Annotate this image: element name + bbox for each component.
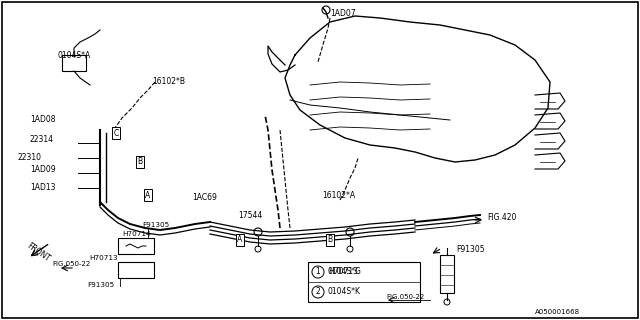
Bar (118, 238, 154, 254)
Text: 1AD09: 1AD09 (30, 165, 56, 174)
Text: A050001668: A050001668 (535, 309, 580, 315)
Text: 1AC69: 1AC69 (192, 194, 217, 203)
Text: A: A (237, 236, 243, 244)
Text: B: B (328, 236, 333, 244)
Text: 16102*A: 16102*A (322, 191, 355, 201)
Text: 17544: 17544 (238, 211, 262, 220)
Text: 1AD13: 1AD13 (30, 183, 56, 193)
Text: B: B (138, 157, 143, 166)
Text: A: A (145, 190, 150, 199)
Text: F91305: F91305 (88, 282, 115, 288)
Text: 22314: 22314 (30, 135, 54, 145)
Text: 2: 2 (316, 287, 321, 297)
Text: 22310: 22310 (18, 154, 42, 163)
Text: 0104S*A: 0104S*A (58, 51, 92, 60)
Bar (308, 262, 420, 302)
Text: H70714: H70714 (122, 231, 150, 237)
Text: 0104S*K: 0104S*K (328, 287, 361, 297)
Text: H70713: H70713 (90, 255, 118, 261)
Text: FIG.420: FIG.420 (487, 213, 516, 222)
Text: 0104S*G: 0104S*G (328, 268, 362, 276)
Text: 1AD08: 1AD08 (30, 116, 56, 124)
Text: H70713: H70713 (328, 268, 358, 276)
Text: FIG.050-22: FIG.050-22 (52, 261, 90, 267)
Bar (62, 55, 86, 71)
Text: F91305: F91305 (142, 222, 169, 228)
Bar (118, 262, 154, 278)
Text: 16102*B: 16102*B (152, 77, 185, 86)
Text: FRONT: FRONT (25, 241, 51, 263)
Text: F91305: F91305 (456, 245, 484, 254)
Bar (440, 255, 454, 293)
Text: 1: 1 (316, 268, 321, 276)
Text: 1AD07: 1AD07 (330, 10, 356, 19)
Text: FIG.050-22: FIG.050-22 (386, 294, 424, 300)
Text: C: C (113, 129, 118, 138)
